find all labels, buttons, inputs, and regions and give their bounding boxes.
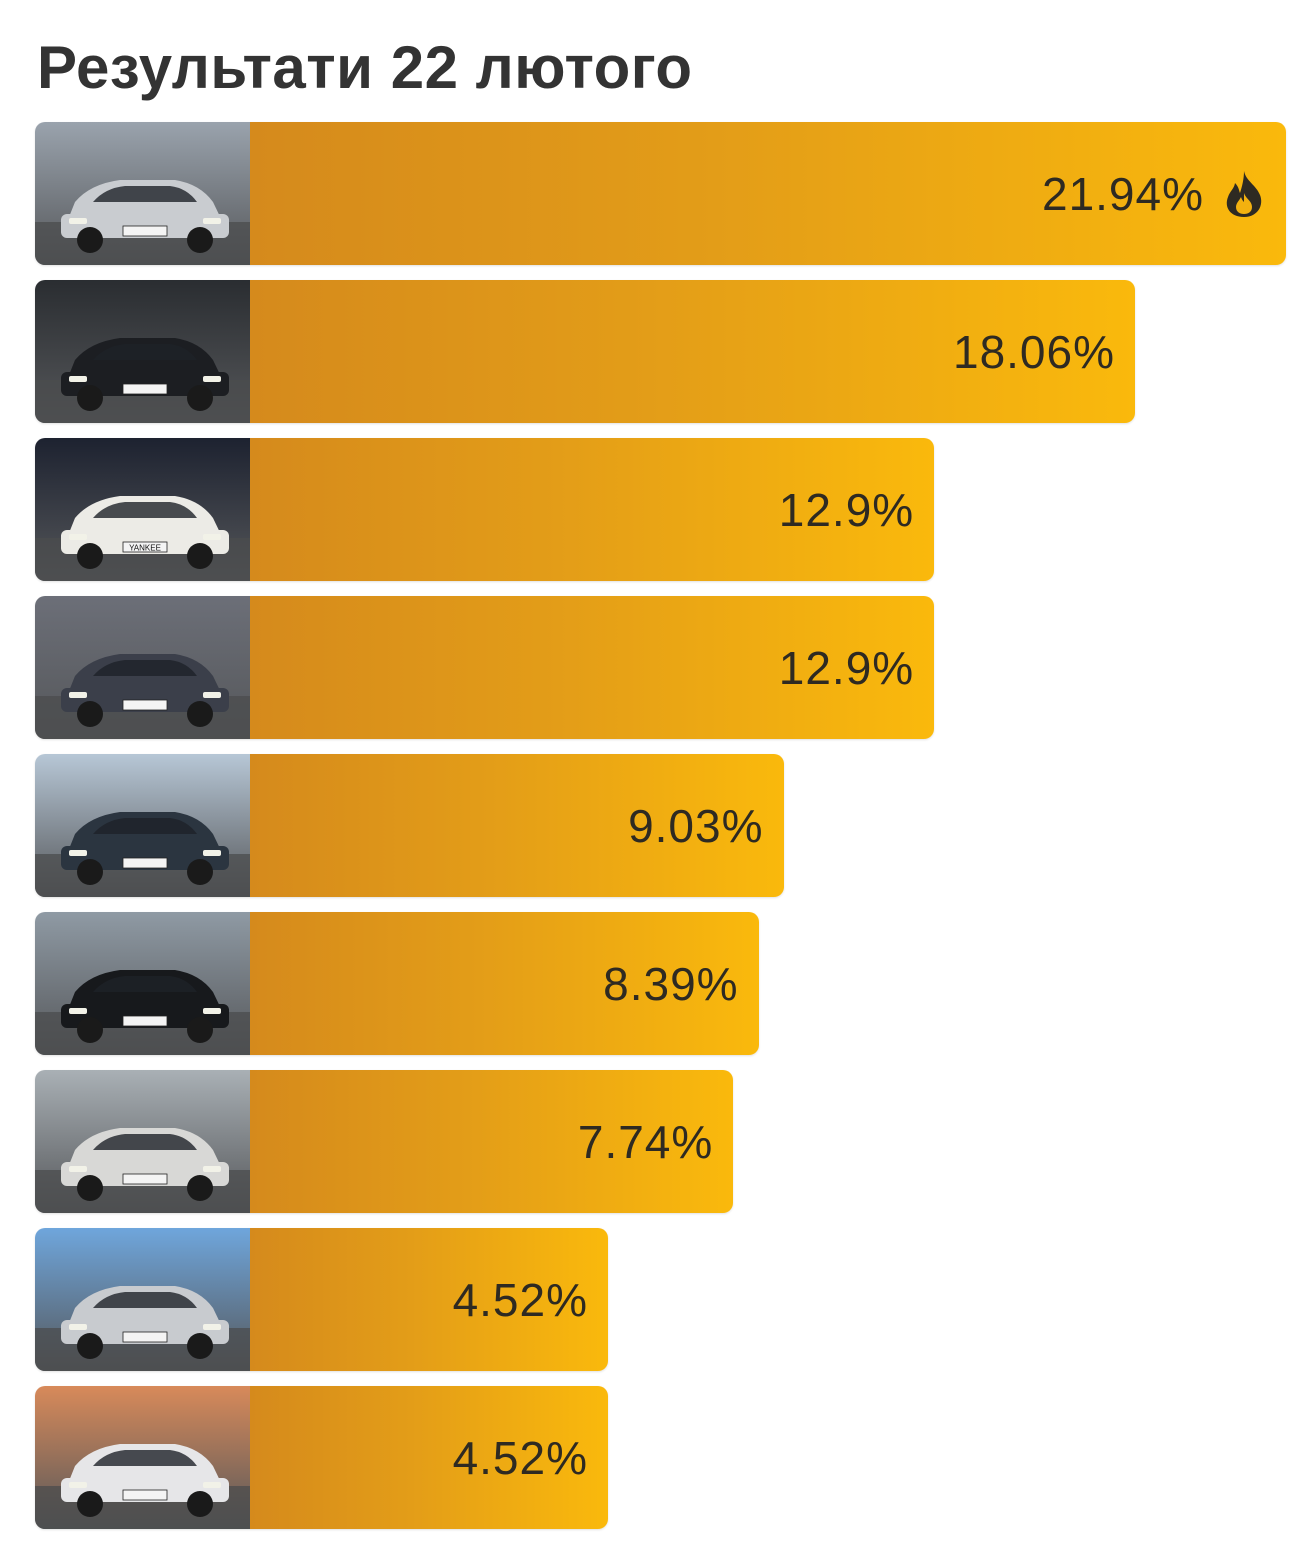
bar-value-label: 21.94% (1041, 167, 1204, 220)
car-photo (35, 280, 250, 423)
car-photo-icon (35, 596, 250, 739)
page-title: Результати 22 лютого (37, 34, 693, 101)
bar-value-label: 4.52% (452, 1431, 588, 1484)
bar-value-label: 7.74% (577, 1115, 714, 1168)
car-photo-icon (35, 1228, 250, 1371)
car-photo-icon (35, 1070, 250, 1213)
car-photo-icon (35, 122, 250, 265)
result-bar: 7.74% (35, 1070, 734, 1213)
bar-fill: 21.94% (250, 122, 1286, 265)
result-bar: 12.9% (35, 596, 935, 739)
result-bar: 4.52% (35, 1386, 608, 1529)
car-photo: YANKEE (35, 438, 250, 581)
car-photo-icon (35, 1386, 250, 1529)
bar-fill: 12.9% (250, 438, 935, 581)
bar-fill: 7.74% (250, 1070, 734, 1213)
bar-fill: 8.39% (250, 912, 759, 1055)
bar-value-label: 12.9% (778, 483, 915, 536)
result-bar: 4.52% (35, 1228, 608, 1371)
car-photo (35, 754, 250, 897)
car-photo-icon (35, 912, 250, 1055)
result-bar: 9.03% (35, 754, 784, 897)
car-photo (35, 122, 250, 265)
bar-fill: 4.52% (250, 1228, 608, 1371)
car-photo-icon: YANKEE (35, 438, 250, 581)
bar-value-label: 18.06% (952, 325, 1115, 378)
bar-value-label: 12.9% (778, 641, 915, 694)
car-photo (35, 1386, 250, 1529)
bar-fill: 4.52% (250, 1386, 608, 1529)
fire-icon (1226, 170, 1262, 217)
bar-fill: 12.9% (250, 596, 935, 739)
car-photo (35, 912, 250, 1055)
bar-value-label: 8.39% (603, 957, 739, 1010)
result-bar: 18.06% (35, 280, 1135, 423)
bar-value-label: 9.03% (628, 799, 764, 852)
car-photo-icon (35, 754, 250, 897)
car-photo (35, 1228, 250, 1371)
bar-fill: 9.03% (250, 754, 784, 897)
result-bar: 21.94% (35, 122, 1286, 265)
result-bar: YANKEE 12.9% (35, 438, 935, 581)
result-bar: 8.39% (35, 912, 759, 1055)
car-photo (35, 1070, 250, 1213)
results-chart: 21.94% 18.06% YANKEE 12.9% 12.9% 9.03% 8.39% 7.… (35, 122, 1286, 1544)
car-photo-icon (35, 280, 250, 423)
bar-fill: 18.06% (250, 280, 1135, 423)
plate-text: YANKEE (129, 544, 161, 553)
bar-value-label: 4.52% (452, 1273, 588, 1326)
car-photo (35, 596, 250, 739)
